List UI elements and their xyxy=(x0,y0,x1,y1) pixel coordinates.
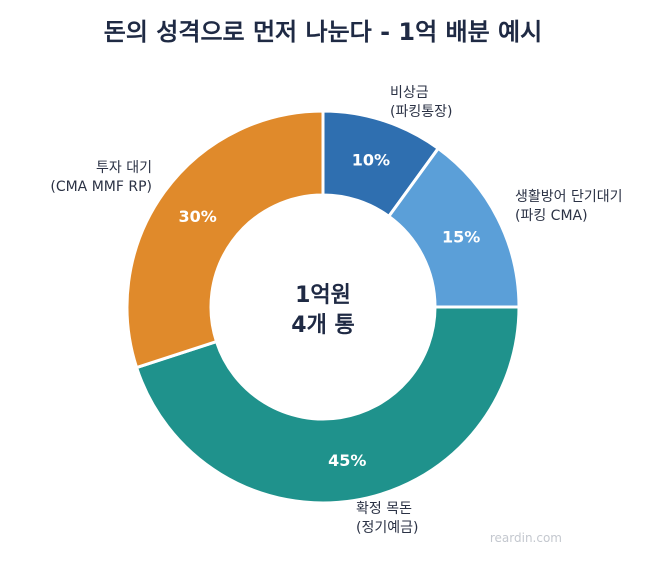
slice-category-label-1-line-0: 생활방어 단기대기 xyxy=(515,189,623,205)
chart-title: 돈의 성격으로 먼저 나눈다 - 1억 배분 예시 xyxy=(104,18,542,46)
slice-category-label-1-line-1: (파킹 CMA) xyxy=(515,208,588,224)
slice-value-label-1: 15% xyxy=(442,228,480,247)
slice-category-labels: 비상금 (파킹통장) 생활방어 단기대기 (파킹 CMA) 확정 목돈 (정기예금) 투자 … xyxy=(50,85,622,536)
slice-value-label-0: 10% xyxy=(352,151,390,170)
slice-3 xyxy=(125,109,325,370)
slice-category-label-3-line-0: 투자 대기 xyxy=(96,160,152,176)
slice-value-label-3: 30% xyxy=(178,207,216,226)
center-label-line2: 4개 통 xyxy=(291,313,354,338)
donut-slices xyxy=(125,109,521,505)
slice-category-label-2-line-0: 확정 목돈 xyxy=(356,501,412,517)
slice-2 xyxy=(135,305,521,505)
slice-value-labels: 10% 15% 45% 30% xyxy=(178,151,480,471)
slice-category-label-0-line-1: (파킹통장) xyxy=(390,104,452,120)
watermark: reardin.com xyxy=(490,531,562,545)
slice-value-label-2: 45% xyxy=(328,451,366,470)
slice-category-label-2-line-1: (정기예금) xyxy=(356,520,418,536)
slice-category-label-3-line-1: (CMA MMF RP) xyxy=(50,179,152,195)
center-label-line1: 1억원 xyxy=(295,283,351,308)
slice-category-label-0-line-0: 비상금 xyxy=(390,85,429,101)
